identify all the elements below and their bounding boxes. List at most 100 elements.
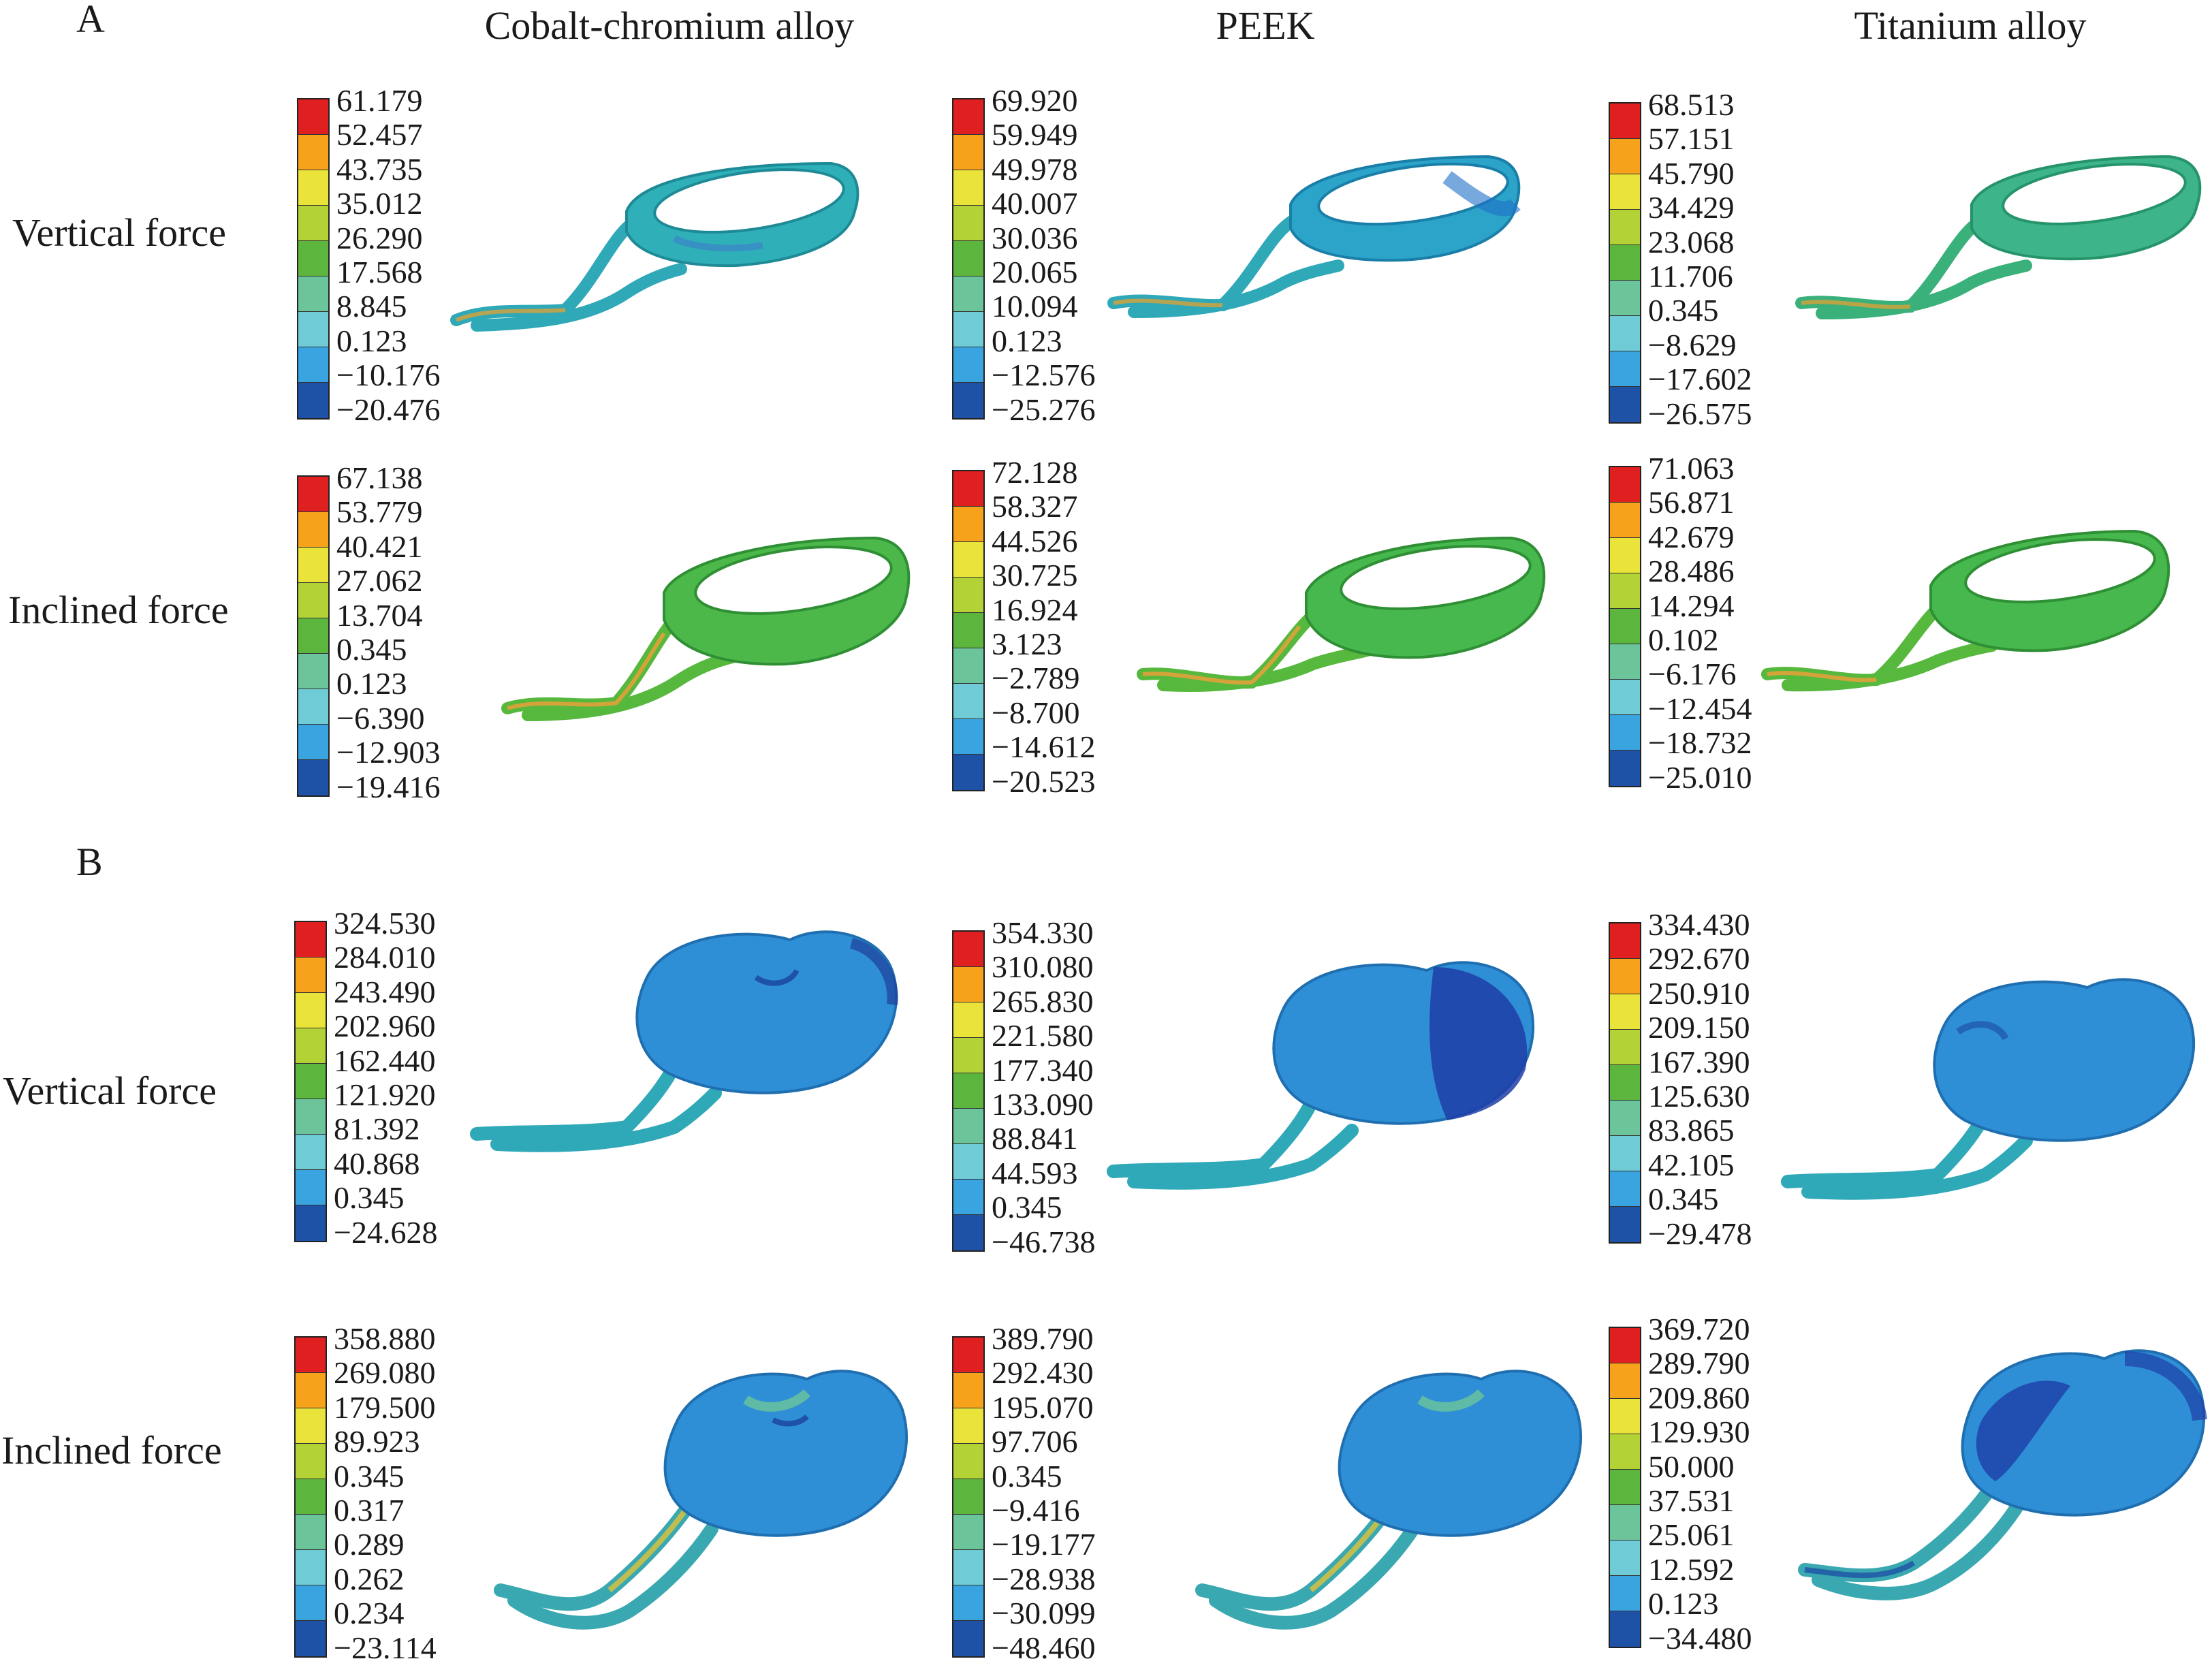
color-scale-swatch — [1610, 1470, 1640, 1505]
color-scale-value: 35.012 — [336, 186, 423, 221]
color-scale-swatch — [953, 755, 983, 790]
legend-a-vertical-ti: 68.513 57.151 45.790 34.429 23.068 11.706 0.34… — [1609, 87, 1752, 431]
color-scale-value: 13.704 — [336, 597, 423, 633]
color-scale-value: 23.068 — [1648, 224, 1735, 259]
color-scale-value: 37.531 — [1648, 1483, 1735, 1518]
color-scale-labels: 69.920 59.949 49.978 40.007 30.036 20.065 10.0… — [992, 83, 1096, 427]
color-scale-swatch — [298, 206, 328, 241]
color-scale-swatch — [298, 241, 328, 276]
color-scale-value: 45.790 — [1648, 155, 1735, 191]
crown-model-b-vertical-ti — [1781, 978, 2196, 1200]
color-scale-value: 265.830 — [992, 983, 1094, 1019]
color-scale-swatch — [296, 1205, 326, 1241]
color-scale-swatch — [953, 1144, 983, 1180]
color-scale-swatch — [1610, 1101, 1640, 1136]
color-scale-swatch — [953, 471, 983, 507]
color-scale-bar — [297, 475, 330, 797]
legend-b-vertical-peek: 354.330 310.080 265.830 221.580 177.340 133.0… — [952, 915, 1095, 1259]
color-scale-value: 72.128 — [992, 455, 1078, 490]
color-scale-value: −6.176 — [1648, 657, 1737, 692]
color-scale-swatch — [1610, 281, 1640, 316]
color-scale-swatch — [298, 618, 328, 654]
color-scale-swatch — [953, 347, 983, 383]
color-scale-swatch — [296, 993, 326, 1028]
color-scale-value: 0.317 — [334, 1492, 405, 1528]
color-scale-value: −20.476 — [336, 392, 441, 427]
color-scale-swatch — [953, 1038, 983, 1073]
color-scale-value: 167.390 — [1648, 1044, 1750, 1079]
color-scale-swatch — [296, 1585, 326, 1621]
color-scale-value: 10.094 — [992, 289, 1078, 324]
color-scale-value: 16.924 — [992, 592, 1078, 627]
color-scale-swatch — [953, 684, 983, 719]
color-scale-value: 0.123 — [336, 323, 407, 358]
color-scale-value: −25.276 — [992, 392, 1096, 427]
color-scale-value: −20.523 — [992, 763, 1096, 799]
row-label-a-vertical: Vertical force — [12, 210, 226, 255]
color-scale-value: −19.177 — [992, 1527, 1096, 1562]
color-scale-swatch — [953, 99, 983, 135]
color-scale-value: −26.575 — [1648, 396, 1752, 431]
color-scale-value: 121.920 — [334, 1077, 436, 1112]
color-scale-value: 81.392 — [334, 1111, 420, 1147]
color-scale-value: 0.102 — [1648, 622, 1719, 657]
color-scale-value: 61.179 — [336, 83, 423, 118]
color-scale-swatch — [296, 1099, 326, 1135]
color-scale-swatch — [1610, 467, 1640, 503]
color-scale-labels: 324.530 284.010 243.490 202.960 162.440 121.9… — [334, 906, 437, 1250]
color-scale-value: 42.105 — [1648, 1147, 1735, 1182]
color-scale-value: 30.725 — [992, 558, 1078, 593]
color-scale-swatch — [296, 1135, 326, 1170]
color-scale-swatch — [1610, 503, 1640, 538]
color-scale-value: 68.513 — [1648, 87, 1735, 122]
color-scale-value: 0.123 — [336, 666, 407, 701]
color-scale-swatch — [298, 548, 328, 583]
color-scale-value: 250.910 — [1648, 975, 1750, 1011]
clasp-model-a-inclined-cocr — [501, 536, 911, 721]
color-scale-swatch — [296, 1170, 326, 1205]
color-scale-value: 129.930 — [1648, 1415, 1750, 1450]
color-scale-value: 43.735 — [336, 151, 423, 187]
color-scale-swatch — [953, 1002, 983, 1038]
color-scale-swatch — [296, 1550, 326, 1585]
color-scale-swatch — [953, 1180, 983, 1215]
color-scale-swatch — [1610, 316, 1640, 351]
color-scale-swatch — [953, 1408, 983, 1444]
color-scale-swatch — [1610, 573, 1640, 609]
color-scale-value: 50.000 — [1648, 1449, 1735, 1484]
color-scale-value: −12.454 — [1648, 691, 1752, 726]
color-scale-value: 0.345 — [992, 1190, 1062, 1225]
color-scale-labels: 61.179 52.457 43.735 35.012 26.290 17.568 8.84… — [336, 83, 441, 427]
color-scale-swatch — [953, 719, 983, 755]
column-title-peek: PEEK — [1216, 3, 1315, 48]
color-scale-swatch — [298, 725, 328, 760]
color-scale-swatch — [296, 1515, 326, 1550]
row-label-b-inclined: Inclined force — [1, 1428, 222, 1472]
color-scale-bar — [952, 1336, 985, 1658]
color-scale-labels: 389.790 292.430 195.070 97.706 0.345 −9.416 −1… — [992, 1321, 1095, 1659]
color-scale-value: 27.062 — [336, 563, 423, 599]
color-scale-labels: 369.720 289.790 209.860 129.930 50.000 37.531… — [1648, 1312, 1752, 1656]
color-scale-swatch — [1610, 1136, 1640, 1171]
color-scale-swatch — [1610, 609, 1640, 644]
color-scale-labels: 67.138 53.779 40.421 27.062 13.704 0.345 0.123… — [336, 460, 440, 804]
color-scale-swatch — [953, 1621, 983, 1656]
color-scale-value: 0.345 — [334, 1180, 405, 1216]
color-scale-labels: 72.128 58.327 44.526 30.725 16.924 3.123 −2.78… — [992, 455, 1096, 799]
color-scale-value: −8.629 — [1648, 327, 1737, 362]
color-scale-value: 125.630 — [1648, 1078, 1750, 1113]
color-scale-value: 209.150 — [1648, 1010, 1750, 1045]
crown-model-b-inclined-cocr — [494, 1370, 908, 1630]
color-scale-swatch — [1610, 1399, 1640, 1434]
color-scale-swatch — [1610, 959, 1640, 994]
color-scale-value: 52.457 — [336, 117, 423, 153]
color-scale-swatch — [1610, 104, 1640, 139]
color-scale-bar — [294, 1336, 327, 1658]
color-scale-swatch — [1610, 1065, 1640, 1101]
color-scale-swatch — [953, 1373, 983, 1408]
column-title-cobalt-chromium: Cobalt-chromium alloy — [484, 3, 855, 48]
color-scale-labels: 334.430 292.670 250.910 209.150 167.390 125.6… — [1648, 907, 1752, 1251]
color-scale-value: 67.138 — [336, 460, 423, 495]
color-scale-swatch — [953, 967, 983, 1002]
